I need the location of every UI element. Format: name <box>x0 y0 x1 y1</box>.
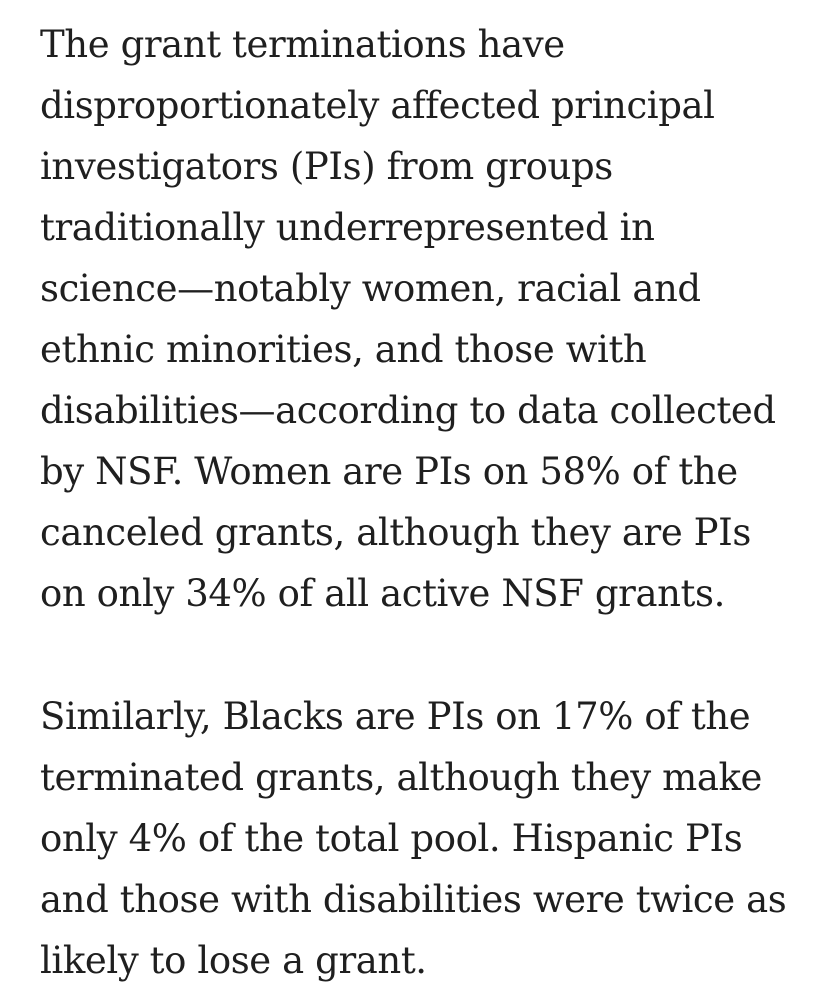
text-line: ethnic minorities, and those with <box>40 328 647 371</box>
text-line: on only 34% of all active NSF grants. <box>40 572 725 615</box>
text-line: The grant terminations have <box>40 23 565 66</box>
paragraph-grant-terminations: The grant terminations have disproportio… <box>40 14 810 624</box>
text-line: investigators (PIs) from groups <box>40 145 613 188</box>
text-line: likely to lose a grant. <box>40 939 427 982</box>
text-line: disproportionately affected principal <box>40 84 715 127</box>
article-body: The grant terminations have disproportio… <box>40 14 810 991</box>
text-line: traditionally underrepresented in <box>40 206 655 249</box>
text-line: only 4% of the total pool. Hispanic PIs <box>40 817 743 860</box>
text-line: Similarly, Blacks are PIs on 17% of the <box>40 695 751 738</box>
paragraph-minority-data: Similarly, Blacks are PIs on 17% of the … <box>40 686 810 991</box>
text-line: and those with disabilities were twice a… <box>40 878 787 921</box>
text-line: disabilities—according to data collected <box>40 389 776 432</box>
paragraph-gap <box>40 624 810 686</box>
text-line: terminated grants, although they make <box>40 756 763 799</box>
text-line: by NSF. Women are PIs on 58% of the <box>40 450 738 493</box>
text-line: canceled grants, although they are PIs <box>40 511 751 554</box>
text-line: science—notably women, racial and <box>40 267 701 310</box>
